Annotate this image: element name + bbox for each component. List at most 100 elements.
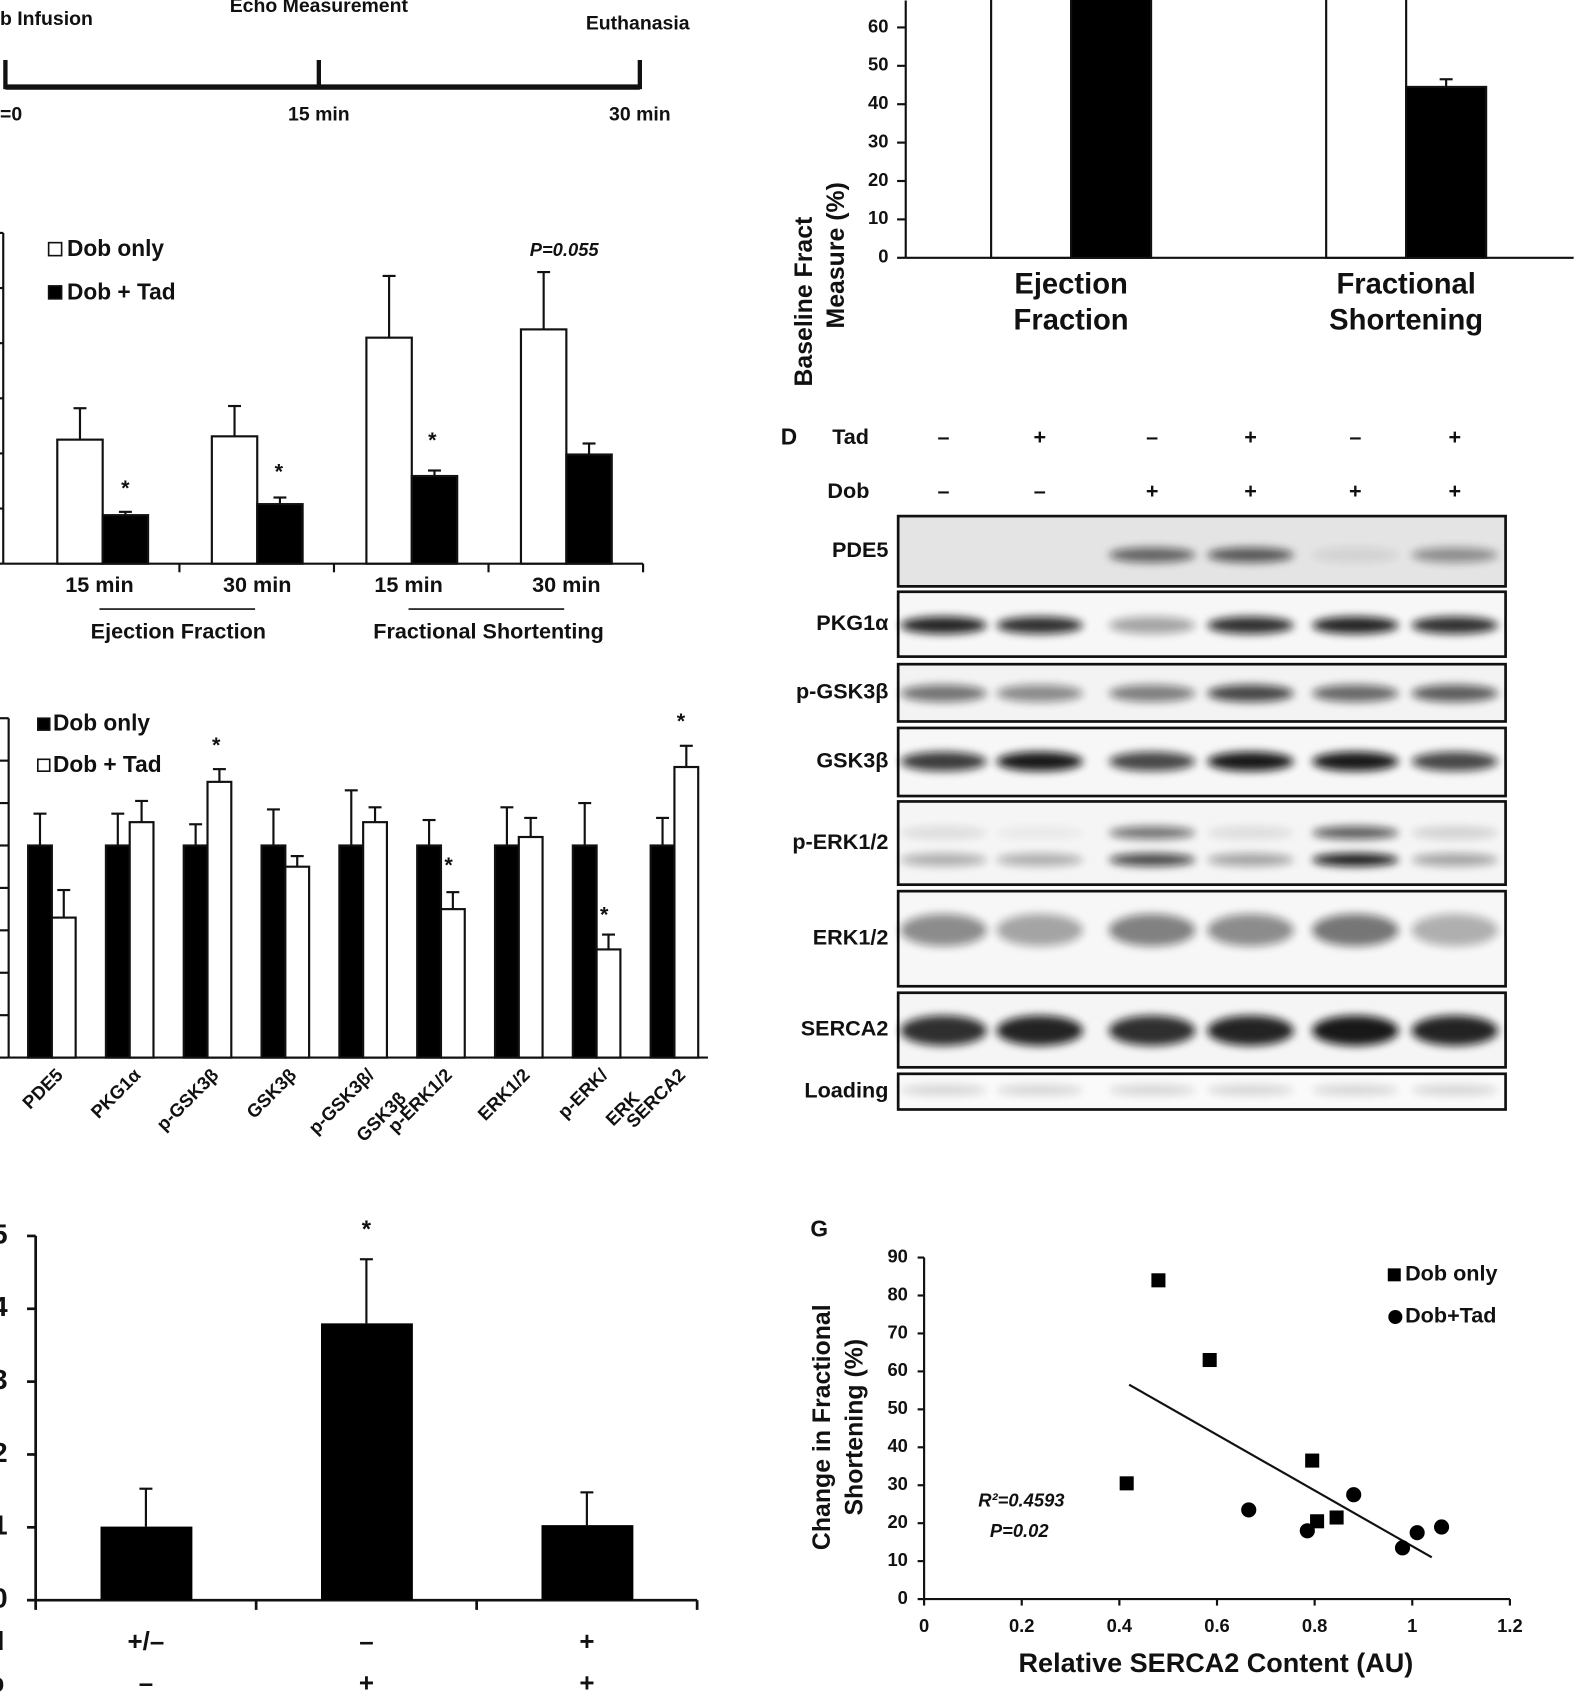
- condition-sign: +: [1448, 478, 1461, 503]
- bar: [1070, 0, 1153, 259]
- timeline-label: Euthanasia: [586, 12, 690, 34]
- blot-band: [1108, 913, 1196, 947]
- y-tick-label: 4: [0, 1291, 8, 1322]
- blot-band: [1411, 853, 1499, 867]
- blot-band: [1312, 751, 1399, 772]
- x-tick-label: Fractional: [1336, 269, 1475, 301]
- y-axis-label: Shortening (%): [842, 1339, 869, 1516]
- condition-sign: –: [1034, 478, 1046, 503]
- bar: [210, 435, 259, 565]
- point: [1299, 1523, 1315, 1539]
- bar: [541, 1525, 634, 1601]
- condition-sign: +: [359, 1669, 374, 1697]
- blot-band: [1207, 1015, 1294, 1046]
- legend-marker: [1388, 1309, 1403, 1325]
- legend-label: Dob + Tad: [67, 278, 176, 304]
- blot-band: [1312, 853, 1399, 867]
- legend-swatch: [37, 758, 51, 772]
- bar: [284, 865, 311, 1059]
- bar: [104, 844, 131, 1059]
- blot-panel: [896, 514, 1507, 588]
- blot-band: [1312, 826, 1399, 840]
- point: [1151, 1273, 1166, 1288]
- y-axis-label: Change in Fractional: [809, 1304, 836, 1550]
- y-tick-label: 20: [887, 1511, 907, 1532]
- y-tick-label: 70: [887, 1321, 907, 1342]
- bar: [990, 0, 1073, 259]
- blot-band: [900, 751, 987, 772]
- y-tick-label: 3: [0, 1364, 8, 1395]
- y-axis-label: Measure (%): [823, 182, 850, 328]
- blot-band: [900, 826, 987, 840]
- bar: [100, 1526, 193, 1601]
- y-tick-label: 40: [868, 92, 888, 113]
- condition-sign: –: [938, 424, 950, 449]
- point: [1394, 1540, 1411, 1556]
- bar: [101, 514, 150, 565]
- p-value: P=0.02: [990, 1520, 1049, 1541]
- blot-band: [1411, 1015, 1499, 1046]
- bar: [321, 1323, 413, 1601]
- bar: [595, 948, 622, 1059]
- blot-band: [996, 1084, 1083, 1096]
- timeline-label: Echo Measurement: [230, 0, 409, 17]
- condition-sign: +: [1244, 478, 1257, 503]
- significance-mark: *: [275, 459, 284, 484]
- point: [1346, 1487, 1362, 1503]
- blot-band: [1312, 1084, 1399, 1096]
- x-tick-label: Ejection: [1014, 269, 1127, 301]
- significance-mark: *: [677, 708, 686, 733]
- x-axis-label: Relative SERCA2 Content (AU): [1019, 1648, 1414, 1678]
- bar: [519, 328, 568, 565]
- blot-band: [1108, 547, 1196, 563]
- blot-band: [1207, 751, 1294, 772]
- blot-band: [900, 1084, 987, 1096]
- bar: [365, 336, 413, 565]
- timeline-label: b Infusion: [0, 8, 93, 30]
- bar: [256, 503, 304, 565]
- blot-band: [1312, 1015, 1399, 1046]
- timeline-tick-label: 15 min: [288, 103, 350, 125]
- x-tick-label: 0.2: [1009, 1615, 1035, 1636]
- bar: [50, 916, 77, 1059]
- blot-band: [1411, 1084, 1499, 1096]
- condition-name: b: [0, 1669, 4, 1697]
- condition-sign: +: [1349, 478, 1362, 503]
- blot-band: [1108, 684, 1196, 703]
- blot-band: [1411, 751, 1499, 772]
- y-tick-label: 0: [878, 246, 888, 267]
- legend-marker: [1387, 1268, 1401, 1282]
- blot-band: [1411, 616, 1499, 634]
- y-tick-label: 30: [868, 130, 888, 151]
- y-tick-label: 40: [887, 1435, 907, 1456]
- blot-panel: [896, 800, 1507, 887]
- condition-sign: –: [359, 1628, 373, 1656]
- point: [1409, 1525, 1425, 1541]
- x-tick-label: Shortening: [1329, 304, 1483, 336]
- blot-row-label: SERCA2: [801, 1016, 889, 1041]
- blot-band: [996, 684, 1083, 703]
- bar: [649, 844, 676, 1059]
- x-tick-label: 1.2: [1497, 1615, 1523, 1636]
- point: [1305, 1453, 1320, 1468]
- blot-band: [1108, 1084, 1196, 1096]
- blot-row-label: GSK3β: [816, 748, 888, 773]
- condition-sign: –: [938, 478, 950, 503]
- blot-band: [996, 1015, 1083, 1046]
- significance-mark: *: [212, 732, 221, 757]
- blot-band: [1108, 826, 1196, 840]
- legend-label: Dob only: [1405, 1261, 1497, 1286]
- trendline: [1128, 1383, 1433, 1559]
- condition-sign: –: [1146, 424, 1158, 449]
- x-tick-label: 0: [919, 1615, 929, 1636]
- bar: [182, 844, 209, 1059]
- x-tick-label: 0.4: [1107, 1615, 1133, 1636]
- blot-panel: [896, 889, 1507, 988]
- blot-band: [996, 751, 1083, 772]
- blot-row-label: PKG1α: [816, 610, 889, 635]
- bar: [206, 780, 233, 1059]
- y-tick-label: 80: [887, 1283, 907, 1304]
- blot-band: [1207, 684, 1294, 703]
- condition-name: d: [0, 1628, 4, 1656]
- blot-row-label: p-GSK3β: [796, 679, 888, 704]
